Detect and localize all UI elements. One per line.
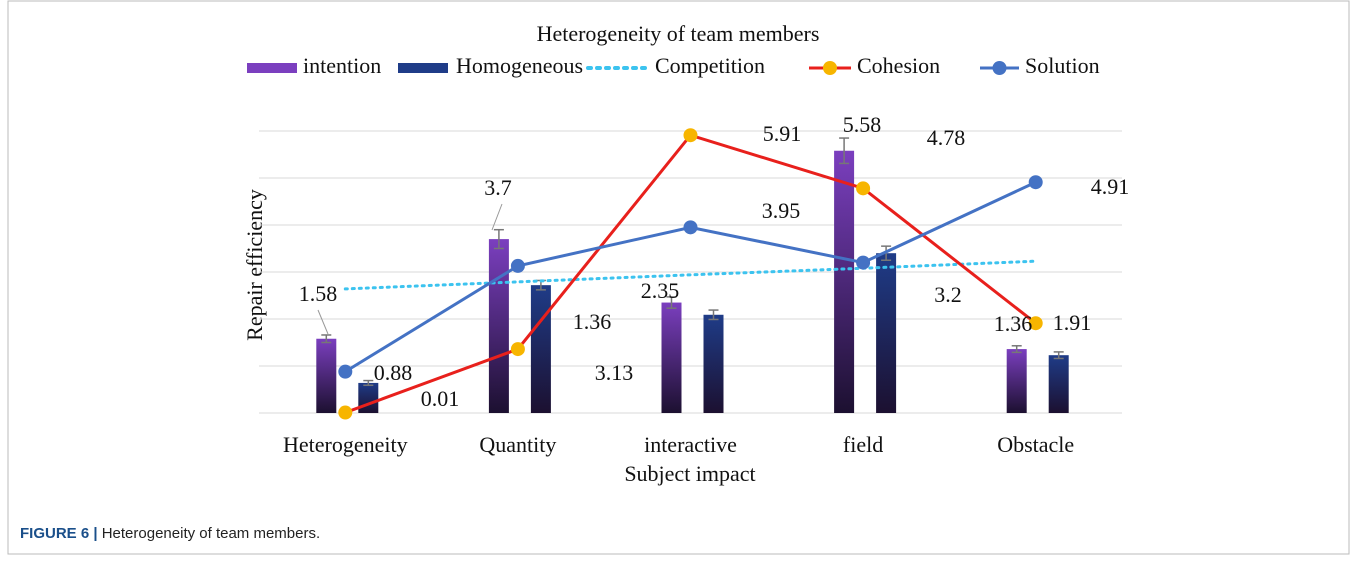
x-tick-label: interactive — [644, 432, 737, 457]
x-tick-label: Obstacle — [997, 432, 1074, 457]
legend-swatch — [247, 63, 297, 73]
legend-label: Solution — [1025, 53, 1100, 78]
x-axis-label: Subject impact — [624, 461, 755, 486]
legend-label: Homogeneous — [456, 53, 583, 78]
data-label: 3.13 — [595, 360, 634, 385]
marker — [510, 258, 525, 273]
bar — [316, 338, 337, 413]
marker — [1028, 175, 1043, 190]
chart-title: Heterogeneity of team members — [537, 21, 820, 46]
legend-marker — [992, 61, 1007, 75]
figure-frame — [7, 0, 1350, 555]
bar — [358, 382, 379, 413]
bar — [1048, 355, 1069, 413]
data-label: 2.35 — [641, 278, 680, 303]
error-bar — [321, 334, 332, 344]
error-bar — [493, 228, 504, 250]
bar — [1006, 349, 1027, 413]
x-tick-label: Quantity — [479, 432, 556, 457]
caption-text: Heterogeneity of team members. — [101, 525, 321, 542]
bar — [834, 150, 855, 414]
leader-line — [491, 203, 503, 231]
legend-label: Competition — [655, 53, 765, 78]
legend-swatch — [398, 63, 448, 73]
marker — [683, 220, 698, 235]
marker — [338, 364, 353, 379]
marker — [856, 181, 871, 196]
y-axis-label: Repair efficiency — [242, 189, 267, 341]
line — [344, 180, 1037, 373]
caption: FIGURE 6 | Heterogeneity of team members… — [20, 525, 320, 542]
error-bar — [666, 296, 677, 309]
bar — [876, 253, 897, 413]
marker — [683, 128, 698, 143]
error-bar — [1011, 345, 1022, 354]
bar — [703, 314, 724, 413]
bar — [530, 285, 551, 413]
legend-label: Cohesion — [857, 53, 940, 78]
data-label: 3.7 — [484, 175, 512, 200]
bar — [661, 302, 682, 413]
data-label: 3.95 — [762, 198, 801, 223]
data-label: 1.91 — [1053, 310, 1092, 335]
data-label: 0.88 — [374, 360, 413, 385]
marker — [338, 405, 353, 420]
data-label: 1.36 — [573, 309, 612, 334]
bar — [488, 239, 509, 413]
data-label: 3.2 — [934, 282, 962, 307]
marker — [1028, 316, 1043, 331]
data-label: 5.58 — [843, 112, 882, 137]
data-label: 5.91 — [763, 121, 802, 146]
trend-line — [343, 259, 1038, 291]
legend-marker — [823, 61, 837, 75]
error-bar — [1053, 351, 1064, 360]
caption-label: FIGURE 6 | — [20, 525, 98, 542]
error-bar — [839, 137, 850, 165]
error-bar — [708, 309, 719, 321]
x-tick-label: Heterogeneity — [283, 432, 408, 457]
marker — [510, 342, 525, 357]
marker — [856, 255, 871, 270]
data-label: 4.91 — [1091, 174, 1130, 199]
data-label: 1.36 — [994, 311, 1033, 336]
legend-label: intention — [303, 53, 381, 78]
error-bar — [363, 379, 374, 387]
data-label: 4.78 — [927, 125, 966, 150]
data-label: 0.01 — [421, 386, 460, 411]
leader-line — [317, 309, 329, 335]
x-tick-label: field — [843, 432, 883, 457]
data-label: 1.58 — [299, 281, 338, 306]
